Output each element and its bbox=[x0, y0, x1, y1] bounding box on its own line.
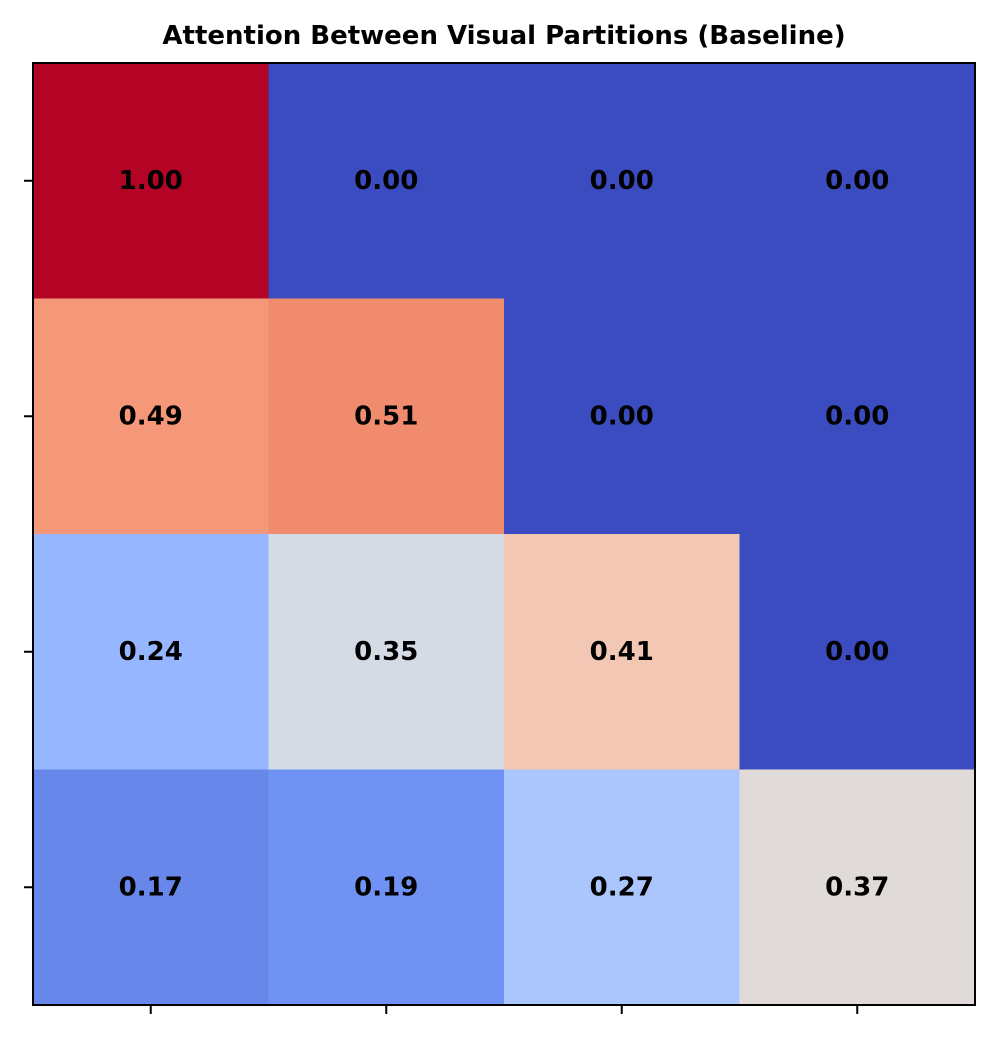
cell-value-label-r3-c3: 0.37 bbox=[825, 872, 889, 902]
heatmap-cell-r0-c3 bbox=[739, 63, 976, 299]
cell-value-label-r0-c2: 0.00 bbox=[590, 166, 654, 196]
heatmap-cell-r3-c3 bbox=[739, 769, 976, 1006]
cell-value-label-r0-c3: 0.00 bbox=[825, 166, 889, 196]
heatmap-cell-r1-c1 bbox=[268, 298, 505, 535]
heatmap-cell-r2-c2 bbox=[504, 534, 740, 770]
cell-value-label-r3-c1: 0.19 bbox=[354, 872, 418, 902]
cell-value-label-r1-c1: 0.51 bbox=[354, 401, 418, 431]
plot-frame bbox=[32, 62, 976, 1006]
heatmap-cell-r3-c2 bbox=[504, 769, 740, 1006]
heatmap-cell-r0-c2 bbox=[504, 63, 740, 299]
cell-value-label-r1-c0: 0.49 bbox=[119, 401, 183, 431]
heatmap-cell-labels: 1.00 0.00 0.00 0.00 0.49 0.51 0.00 0.00 0.24 0.35… bbox=[119, 166, 890, 903]
cell-value-label-r1-c3: 0.00 bbox=[825, 401, 889, 431]
cell-value-label-r1-c2: 0.00 bbox=[590, 401, 654, 431]
cell-value-label-r0-c0: 1.00 bbox=[119, 166, 183, 196]
heatmap-cell-r0-c1 bbox=[268, 63, 505, 299]
cell-value-label-r2-c3: 0.00 bbox=[825, 637, 889, 667]
cell-value-label-r2-c1: 0.35 bbox=[354, 637, 418, 667]
chart-title: Attention Between Visual Partitions (Bas… bbox=[162, 21, 845, 51]
heatmap-cell-r2-c1 bbox=[268, 534, 505, 770]
heatmap-cell-r2-c0 bbox=[33, 534, 269, 770]
heatmap-cell-r3-c0 bbox=[33, 769, 269, 1006]
cell-value-label-r3-c2: 0.27 bbox=[590, 872, 654, 902]
heatmap-cell-r1-c3 bbox=[739, 298, 976, 535]
axis-ticks bbox=[24, 179, 859, 1014]
heatmap-cell-r1-c0 bbox=[33, 298, 269, 535]
heatmap-cell-r0-c0 bbox=[33, 63, 269, 299]
heatmap-cells bbox=[33, 63, 976, 1006]
heatmap-cell-r1-c2 bbox=[504, 298, 740, 535]
cell-value-label-r2-c2: 0.41 bbox=[590, 637, 654, 667]
cell-value-label-r2-c0: 0.24 bbox=[119, 637, 183, 667]
heatmap-cell-r2-c3 bbox=[739, 534, 976, 770]
cell-value-label-r0-c1: 0.00 bbox=[354, 166, 418, 196]
cell-value-label-r3-c0: 0.17 bbox=[119, 872, 183, 902]
heatmap-cell-r3-c1 bbox=[268, 769, 505, 1006]
